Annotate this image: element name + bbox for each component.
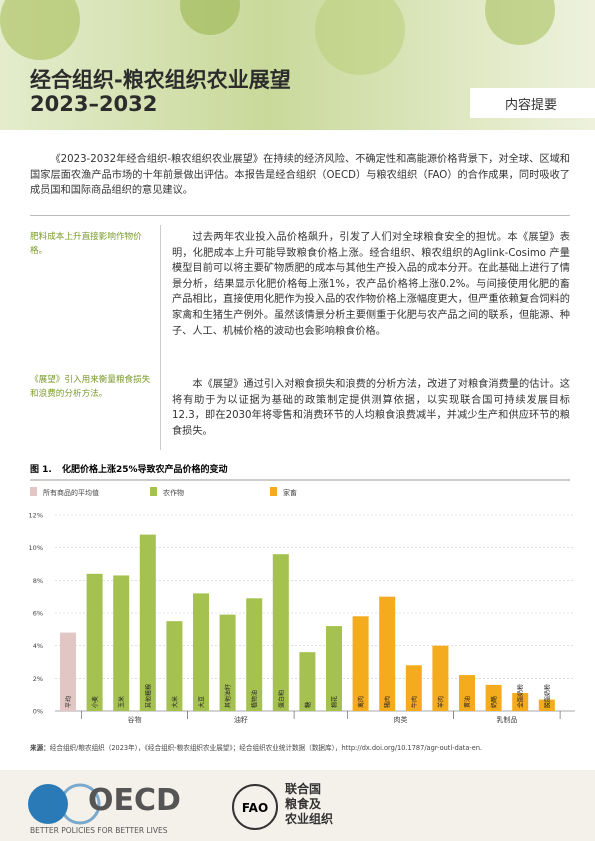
figure-title: 化肥价格上涨25%导致农产品价格的变动	[62, 463, 228, 475]
title-years: 2023–2032	[30, 92, 158, 116]
bar	[113, 575, 130, 711]
category-label: 平均	[65, 696, 73, 708]
category-label: 牛肉	[410, 696, 418, 708]
bar	[405, 665, 422, 711]
source-label: 来源：	[30, 744, 50, 752]
source: 来源：经合组织/粮农组织（2023年），《经合组织-粮农组织农业展望》；经合组织…	[30, 742, 570, 752]
tag: 内容提要	[505, 98, 558, 113]
group-label: 油籽	[234, 715, 248, 724]
fao-line: 联合国	[285, 782, 322, 796]
bar	[379, 596, 396, 711]
category-label: 大米	[171, 696, 179, 708]
category-label: 羊肉	[437, 696, 445, 708]
bar	[459, 675, 475, 711]
footer: OECD BETTER POLICIES FOR BETTER LIVES FA…	[0, 770, 595, 841]
bar	[166, 621, 183, 711]
intro: 《2023-2032年经合组织-粮农组织农业展望》在持续的经济风险、不确定性和高…	[30, 154, 570, 197]
paragraph: 过去两年农业投入品价格飙升，引发了人们对全球粮食安全的担忧。本《展望》表明，化肥…	[172, 232, 570, 337]
oecd-logo	[28, 783, 101, 825]
legend-swatch	[270, 487, 277, 496]
group-label: 谷物	[128, 715, 142, 724]
category-label: 玉米	[118, 696, 126, 708]
bar	[193, 593, 209, 711]
divider	[30, 215, 570, 216]
legend-swatch	[30, 487, 37, 496]
oecd-name: OECD	[88, 783, 181, 818]
fao-line: 农业组织	[285, 812, 334, 826]
header-banner: 经合组织-粮农组织农业展望 2023–2032 内容提要	[0, 0, 595, 130]
y-tick-label: 2%	[33, 675, 43, 683]
bar	[352, 616, 369, 711]
category-label: 奶酪	[490, 696, 498, 708]
category-label: 糖	[304, 702, 312, 708]
bar	[272, 554, 289, 711]
bar	[246, 598, 263, 711]
category-label: 其他油籽	[224, 684, 232, 708]
sidebar-note: 《展望》引入用来衡量粮食损失和浪费的分析方法。	[30, 375, 151, 399]
bar	[219, 614, 236, 711]
oecd-slogan: BETTER POLICIES FOR BETTER LIVES	[30, 826, 168, 835]
bar	[538, 699, 555, 711]
divider	[160, 225, 161, 450]
bar	[432, 645, 449, 711]
fao-name: 联合国 粮食及 农业组织	[285, 782, 333, 827]
title: 经合组织-粮农组织农业展望	[30, 68, 291, 92]
fao-line: 粮食及	[285, 797, 322, 811]
banner-art	[0, 0, 595, 118]
category-label: 黄油	[464, 696, 472, 708]
category-label: 脱脂奶粉	[543, 684, 551, 708]
svg-text:FAO: FAO	[242, 801, 268, 815]
category-label: 棉花	[331, 696, 339, 708]
y-tick-label: 0%	[33, 708, 43, 716]
bar	[139, 534, 156, 711]
legend-label: 家畜	[283, 488, 297, 497]
bar	[326, 626, 342, 711]
legend-swatch	[150, 487, 157, 496]
paragraph: 本《展望》通过引入对粮食损失和浪费的分析方法，改进了对粮食消费量的估计。这将有助…	[172, 379, 570, 437]
bar	[299, 652, 316, 711]
y-tick-label: 10%	[29, 544, 43, 552]
bar	[485, 684, 502, 711]
category-label: 其他粗粮	[144, 684, 152, 708]
group-label: 肉类	[394, 715, 408, 724]
legend-label: 所有商品的平均值	[43, 488, 99, 497]
category-label: 全脂奶粉	[517, 684, 525, 708]
bar	[60, 632, 76, 711]
y-tick-label: 12%	[29, 512, 43, 520]
category-label: 小麦	[91, 696, 99, 708]
category-label: 大豆	[198, 696, 206, 708]
group-label: 乳制品	[496, 715, 517, 724]
y-tick-label: 6%	[33, 610, 43, 618]
y-tick-label: 8%	[33, 577, 43, 585]
category-label: 猪肉	[384, 696, 392, 708]
figure-label: 图 1.	[30, 464, 52, 475]
category-label: 蛋白粕	[277, 690, 285, 708]
fao-logo: FAO	[232, 784, 278, 830]
category-label: 禽肉	[357, 696, 365, 708]
legend-label: 农作物	[163, 488, 184, 497]
y-tick-label: 4%	[33, 642, 43, 650]
bar	[512, 693, 529, 711]
sidebar-note: 肥料成本上升直接影响作物价格。	[30, 232, 142, 256]
chart: 图 1. 化肥价格上涨25%导致农产品价格的变动 所有商品的平均值 农作物 家畜 0%…	[29, 463, 575, 724]
bar	[86, 573, 103, 711]
source-text: 经合组织/粮农组织（2023年），《经合组织-粮农组织农业展望》；经合组织农业统…	[49, 744, 483, 752]
category-label: 植物油	[251, 690, 259, 708]
